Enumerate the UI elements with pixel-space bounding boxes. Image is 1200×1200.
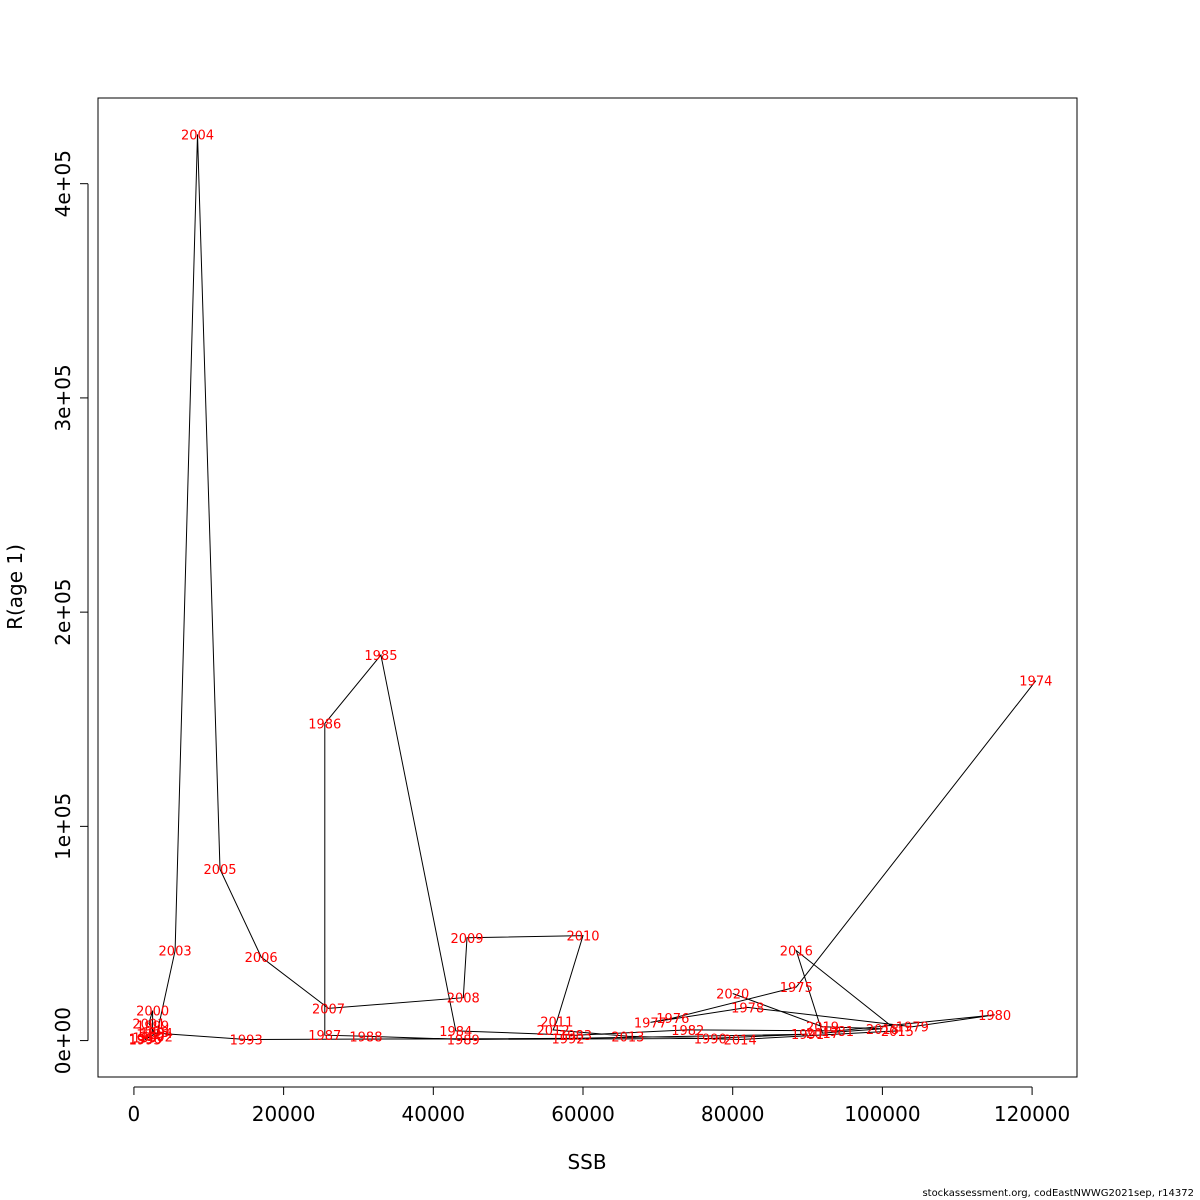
y-tick-label: 1e+05 (51, 793, 75, 860)
point-label: 1977 (634, 1016, 667, 1031)
point-label: 2014 (724, 1034, 757, 1049)
point-label: 1993 (230, 1034, 263, 1049)
point-label: 1978 (731, 1001, 764, 1016)
y-axis-label: R(age 1) (3, 544, 27, 630)
point-label: 1986 (308, 718, 341, 733)
point-label: 1994 (140, 1027, 173, 1042)
x-tick-label: 80000 (701, 1102, 765, 1126)
point-label: 2019 (806, 1021, 839, 1036)
point-label: 2011 (540, 1015, 573, 1030)
point-label: 2008 (447, 992, 480, 1007)
point-label: 2017 (806, 1027, 839, 1042)
point-label: 1995 (129, 1034, 162, 1049)
point-label: 1975 (780, 981, 813, 996)
x-tick-label: 120000 (994, 1102, 1070, 1126)
y-tick-label: 0e+00 (51, 1007, 75, 1074)
y-axis: 0e+00 1e+05 2e+05 3e+05 4e+05 (51, 150, 89, 1074)
point-label: 1992 (551, 1032, 584, 1047)
point-label: 1989 (447, 1034, 480, 1049)
point-label: 1983 (559, 1029, 592, 1044)
x-axis: 0 20000 40000 60000 80000 100000 120000 (128, 1086, 1070, 1126)
point-label: 1974 (1019, 675, 1052, 690)
point-label: 1982 (671, 1024, 704, 1039)
point-label: 2006 (245, 951, 278, 966)
point-label: 1990 (694, 1032, 727, 1047)
point-label: 1999 (136, 1020, 169, 1035)
y-tick-label: 4e+05 (51, 150, 75, 217)
point-label: 2012 (537, 1024, 570, 1039)
point-label: 2002 (140, 1030, 173, 1045)
point-label: 1981 (821, 1025, 854, 1040)
series-line (144, 134, 1037, 1041)
point-label: 2004 (181, 128, 214, 143)
x-tick-label: 60000 (551, 1102, 615, 1126)
point-label: 1988 (349, 1030, 382, 1045)
point-label: 2016 (780, 945, 813, 960)
x-tick-label: 40000 (402, 1102, 466, 1126)
source-footnote: stockassessment.org, codEastNWWG2021sep,… (922, 1188, 1194, 1199)
point-label: 1976 (656, 1012, 689, 1027)
point-label: 1987 (308, 1029, 341, 1044)
point-label: 2010 (566, 930, 599, 945)
point-label: 1996 (129, 1032, 162, 1047)
point-label: 2007 (312, 1002, 345, 1017)
point-label: 2000 (136, 1005, 169, 1020)
plot-frame (97, 97, 1078, 1078)
point-label: 2009 (450, 932, 483, 947)
point-label: 2001 (132, 1017, 165, 1032)
point-label: 1997 (132, 1031, 165, 1046)
point-label: 1998 (136, 1026, 169, 1041)
x-axis-label: SSB (567, 1150, 606, 1174)
x-tick-label: 0 (128, 1102, 141, 1126)
point-label: 2005 (203, 863, 236, 878)
point-label: 2018 (866, 1023, 899, 1038)
point-label: 1985 (364, 649, 397, 664)
x-tick-label: 20000 (252, 1102, 316, 1126)
x-tick-label: 100000 (844, 1102, 920, 1126)
y-tick-label: 2e+05 (51, 579, 75, 646)
point-label: 1979 (896, 1021, 929, 1036)
point-label: 2015 (881, 1025, 914, 1040)
point-label: 2020 (716, 987, 749, 1002)
point-label: 1984 (439, 1025, 472, 1040)
point-label: 2003 (159, 945, 192, 960)
point-label: 1980 (978, 1009, 1011, 1024)
point-label: 1991 (791, 1028, 824, 1043)
y-tick-label: 3e+05 (51, 364, 75, 431)
point-label: 2013 (611, 1030, 644, 1045)
